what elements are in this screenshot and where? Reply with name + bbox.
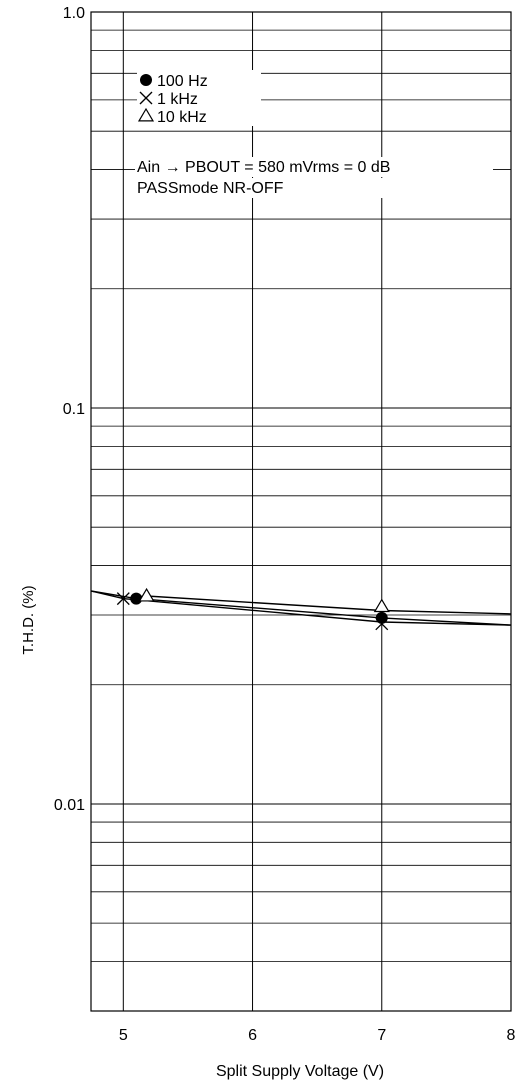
y-axis-label: T.H.D. (%) bbox=[20, 585, 37, 654]
y-tick-label: 0.01 bbox=[54, 797, 85, 814]
series-line-0 bbox=[90, 590, 512, 626]
legend-marker-triangle-open bbox=[137, 107, 155, 122]
data-point-circle-filled bbox=[375, 611, 388, 624]
annotations: Ain → PBOUT = 580 mVrms = 0 dB PASSmode N… bbox=[135, 157, 493, 198]
x-tick-label: 6 bbox=[248, 1027, 257, 1044]
legend-marker-cross-stroke bbox=[139, 91, 153, 105]
annotation-bg bbox=[135, 178, 493, 198]
legend-label: 100 Hz bbox=[157, 73, 208, 90]
plot-frame bbox=[90, 11, 512, 1012]
legend-marker-cross bbox=[139, 91, 153, 105]
data-point-cross bbox=[116, 592, 130, 606]
annotation-bg bbox=[135, 157, 493, 177]
data-point-triangle-open bbox=[373, 598, 390, 613]
series-curves bbox=[90, 590, 512, 626]
data-point-circle-filled bbox=[130, 592, 143, 605]
x-tick-label: 8 bbox=[507, 1027, 516, 1044]
legend-label: 10 kHz bbox=[157, 109, 207, 126]
data-point-cross-stroke bbox=[375, 617, 389, 631]
series-line-1 bbox=[90, 590, 512, 626]
legend-bg bbox=[137, 70, 261, 90]
x-tick-label: 5 bbox=[119, 1027, 128, 1044]
y-tick-label: 1.0 bbox=[63, 5, 85, 22]
x-tick-label: 7 bbox=[377, 1027, 386, 1044]
data-point-triangle-open bbox=[138, 587, 155, 602]
x-axis-label: Split Supply Voltage (V) bbox=[216, 1063, 384, 1080]
annotation-text: PASSmode NR-OFF bbox=[137, 180, 284, 197]
legend-label: 1 kHz bbox=[157, 91, 198, 108]
grid bbox=[91, 11, 511, 1012]
y-tick-label: 0.1 bbox=[63, 401, 85, 418]
legend-bg bbox=[137, 106, 261, 126]
legend-bg bbox=[137, 88, 261, 108]
data-point-cross-stroke bbox=[116, 592, 130, 606]
x-tick-labels: 5 6 7 8 bbox=[119, 1027, 516, 1044]
legend-marker-circle-filled bbox=[140, 74, 152, 86]
data-point-cross bbox=[375, 617, 389, 631]
y-tick-labels: 1.0 0.1 0.01 bbox=[54, 5, 85, 814]
annotation-text: Ain → PBOUT = 580 mVrms = 0 dB bbox=[137, 159, 390, 176]
series-markers bbox=[116, 587, 390, 631]
